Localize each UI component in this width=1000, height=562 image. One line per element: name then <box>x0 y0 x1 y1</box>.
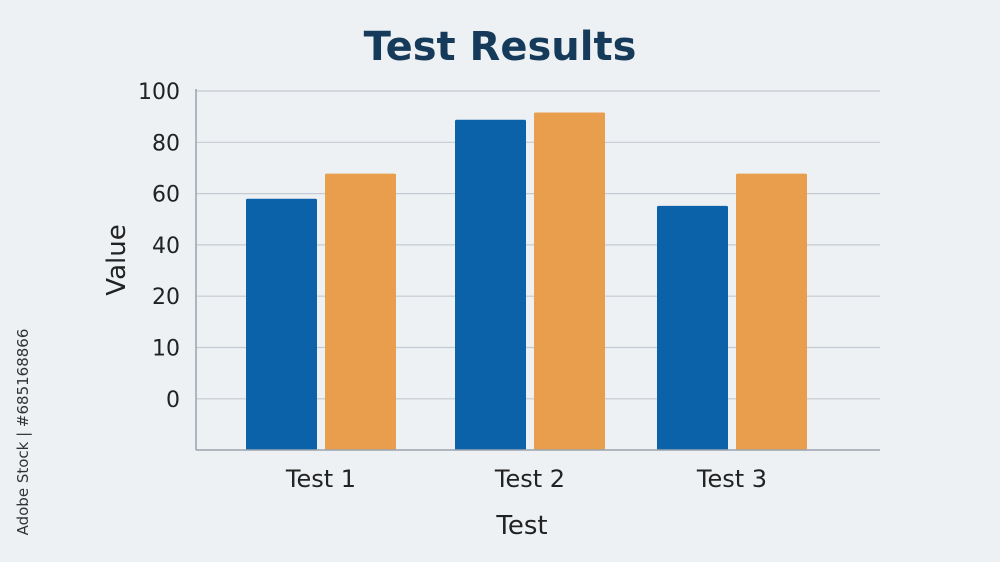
x-category-labels: Test 1 Test 2 Test 3 <box>285 465 767 493</box>
y-tick-label: 100 <box>138 80 180 105</box>
y-tick-label: 0 <box>166 388 180 413</box>
y-tick-label: 20 <box>152 285 180 310</box>
x-category-label: Test 1 <box>285 465 356 493</box>
chart-title: Test Results <box>364 24 637 70</box>
bar-series-2-test-1 <box>325 173 396 450</box>
bars <box>246 112 807 450</box>
bar-series-1-test-3 <box>657 205 728 450</box>
x-category-label: Test 3 <box>696 465 767 493</box>
y-tick-label: 10 <box>152 337 180 362</box>
bar-series-1-test-2 <box>455 119 526 450</box>
y-tick-label: 80 <box>152 131 180 156</box>
x-category-label: Test 2 <box>494 465 565 493</box>
bar-series-1-test-1 <box>246 198 317 450</box>
bar-series-2-test-2 <box>534 112 605 450</box>
y-tick-label: 40 <box>152 234 180 259</box>
x-axis-label: Test <box>495 511 547 541</box>
bar-series-2-test-3 <box>736 173 807 450</box>
y-axis-label: Value <box>102 224 132 295</box>
stock-id-watermark: Adobe Stock | #685168866 <box>14 329 32 536</box>
y-tick-label: 60 <box>152 183 180 208</box>
